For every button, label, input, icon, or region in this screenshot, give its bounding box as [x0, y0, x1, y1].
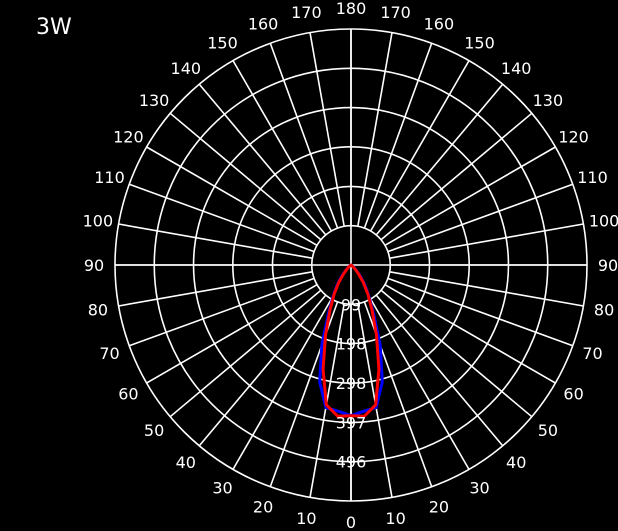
- spoke-120: [384, 146, 556, 247]
- spoke-300: [146, 283, 318, 384]
- angle-label: 90: [84, 256, 104, 275]
- angle-label: 160: [424, 15, 455, 34]
- angle-label: 40: [176, 453, 196, 472]
- angle-label: 0: [346, 513, 356, 531]
- angle-label: 150: [464, 33, 495, 52]
- spoke-200: [269, 42, 339, 229]
- radial-tick-label: 397: [336, 413, 367, 432]
- angle-label: 20: [429, 498, 449, 517]
- angle-label: 120: [558, 128, 589, 147]
- angle-label: 140: [501, 59, 532, 78]
- spoke-150: [369, 60, 470, 232]
- angle-label: 30: [212, 479, 232, 498]
- angle-label: 120: [113, 128, 144, 147]
- angle-label: 90: [598, 256, 618, 275]
- angle-label: 160: [248, 15, 279, 34]
- angle-label: 130: [533, 91, 564, 110]
- spoke-70: [387, 277, 574, 347]
- angle-label: 70: [582, 344, 602, 363]
- spoke-30: [369, 298, 470, 470]
- spoke-250: [128, 183, 315, 253]
- radial-tick-label: 198: [336, 335, 367, 354]
- angle-label: 110: [94, 168, 125, 187]
- spoke-190: [309, 32, 345, 227]
- spoke-100: [389, 223, 584, 259]
- series-curve-1: [321, 263, 381, 418]
- spoke-40: [375, 294, 504, 447]
- angle-label: 170: [380, 3, 411, 22]
- spoke-160: [363, 42, 433, 229]
- series-group: [318, 263, 384, 418]
- chart-title: 3W: [36, 15, 72, 40]
- angle-label: 20: [253, 498, 273, 517]
- spoke-240: [146, 146, 318, 247]
- angle-label: 140: [171, 59, 202, 78]
- angle-tick-labels: 0 10 10 20 20 30 30 40 40 50 50 60 60 70 70 80 80 90 90 100…: [83, 0, 618, 531]
- spoke-260: [118, 223, 313, 259]
- angle-label: 130: [139, 91, 170, 110]
- spoke-320: [198, 294, 327, 447]
- angle-label: 70: [99, 344, 119, 363]
- angle-label: 50: [144, 421, 164, 440]
- angle-label: 50: [538, 421, 558, 440]
- spoke-170: [357, 32, 393, 227]
- spoke-230: [169, 112, 322, 241]
- angle-label: 100: [83, 211, 114, 230]
- spoke-60: [384, 283, 556, 384]
- spoke-220: [198, 83, 327, 236]
- angle-label: 10: [296, 509, 316, 528]
- radial-tick-label: 99: [341, 295, 361, 314]
- spoke-130: [380, 112, 533, 241]
- spoke-330: [232, 298, 333, 470]
- spoke-50: [380, 289, 533, 418]
- spoke-140: [375, 83, 504, 236]
- spoke-280: [118, 271, 313, 307]
- angle-label: 170: [291, 3, 322, 22]
- radial-tick-label: 496: [336, 453, 367, 472]
- spoke-290: [128, 277, 315, 347]
- angle-label: 100: [589, 211, 618, 230]
- angle-label: 80: [594, 301, 614, 320]
- spoke-80: [389, 271, 584, 307]
- radial-tick-labels: 99 198 298 397 496: [336, 295, 367, 471]
- angle-label: 30: [469, 479, 489, 498]
- polar-grid: [114, 28, 588, 502]
- angle-label: 10: [385, 509, 405, 528]
- angle-label: 40: [506, 453, 526, 472]
- spoke-210: [232, 60, 333, 232]
- angle-label: 150: [207, 33, 238, 52]
- angle-label: 180: [336, 0, 367, 18]
- spoke-310: [169, 289, 322, 418]
- angle-label: 60: [563, 385, 583, 404]
- spoke-110: [387, 183, 574, 253]
- radial-tick-label: 298: [336, 374, 367, 393]
- angle-label: 60: [118, 385, 138, 404]
- angle-label: 110: [577, 168, 608, 187]
- angle-label: 80: [88, 301, 108, 320]
